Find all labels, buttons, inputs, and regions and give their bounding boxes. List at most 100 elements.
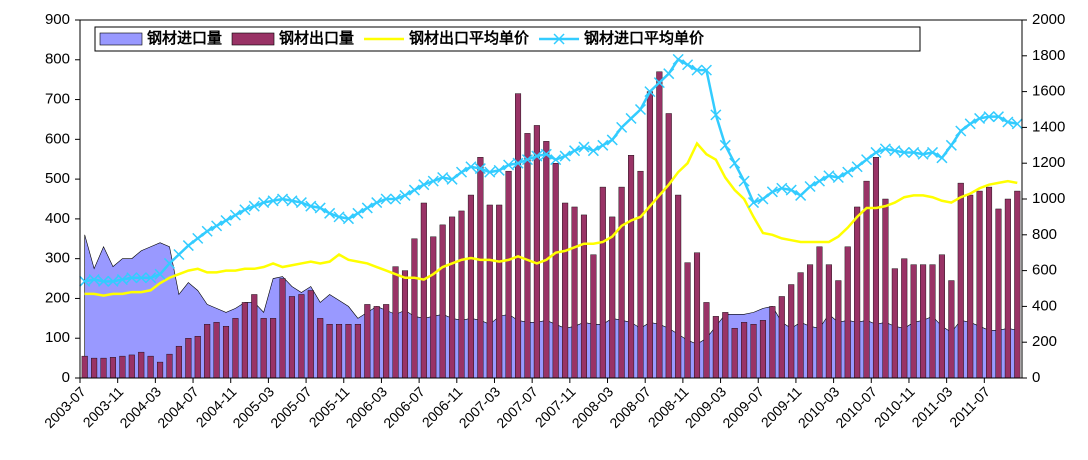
marker [550, 154, 562, 166]
x-tick-label: 2010-07 [832, 383, 880, 431]
marker [352, 207, 364, 219]
bar [157, 361, 164, 379]
marker [983, 111, 995, 123]
bar [901, 258, 908, 379]
bar [392, 266, 399, 379]
bar [270, 318, 277, 379]
bar [147, 355, 154, 379]
marker [682, 59, 694, 71]
bar [496, 204, 503, 379]
marker [408, 184, 420, 196]
marker [493, 164, 505, 176]
y-tick-label: 200 [45, 289, 70, 306]
line [84, 57, 1018, 283]
marker [79, 275, 91, 287]
marker [295, 197, 307, 209]
bar [929, 264, 936, 379]
legend-swatch [99, 32, 143, 46]
bar [816, 246, 823, 379]
y2-tick-label: 400 [1032, 297, 1057, 314]
marker [380, 193, 392, 205]
bar [138, 351, 145, 379]
bar [948, 280, 955, 379]
bar [684, 262, 691, 379]
marker [776, 182, 788, 194]
bar [976, 190, 983, 379]
marker [578, 141, 590, 153]
bar [307, 290, 314, 379]
marker [276, 193, 289, 205]
marker [955, 125, 967, 137]
bar [279, 278, 286, 379]
bar [797, 272, 804, 379]
x-tick-label: 2010-11 [871, 383, 918, 430]
marker [606, 134, 618, 146]
bar [986, 186, 993, 379]
marker [192, 232, 204, 244]
bar [844, 246, 851, 379]
bar [703, 302, 710, 379]
marker [211, 220, 223, 232]
x-tick-label: 2004-07 [154, 383, 202, 431]
bar [222, 326, 230, 379]
marker [371, 197, 383, 209]
bar [194, 336, 201, 379]
bar [957, 182, 964, 379]
marker [314, 202, 326, 214]
marker [540, 148, 552, 160]
marker [98, 275, 110, 287]
bar [533, 125, 540, 379]
marker [587, 145, 599, 157]
marker [597, 139, 609, 151]
y-tick-label: 600 [45, 130, 70, 147]
marker [917, 148, 929, 160]
marker [474, 163, 486, 175]
bar [128, 354, 135, 379]
y-tick-label: 400 [45, 210, 70, 227]
bar [204, 324, 211, 379]
marker [898, 146, 910, 158]
marker [908, 146, 920, 158]
marker [823, 170, 835, 182]
marker [691, 64, 703, 76]
marker [644, 86, 656, 98]
marker [889, 145, 901, 157]
marker [861, 154, 873, 166]
marker [465, 161, 477, 173]
marker [173, 248, 185, 261]
marker [926, 146, 939, 158]
y2-tick-label: 800 [1032, 226, 1057, 243]
legend: 钢材进口量 钢材出口量 钢材出口平均单价 钢材进口平均单价 [94, 26, 921, 52]
bar [665, 113, 672, 379]
bar [920, 264, 927, 379]
marker [201, 225, 213, 237]
bar [618, 186, 625, 379]
marker [738, 175, 750, 187]
legend-label: 钢材出口量 [279, 29, 354, 47]
marker [503, 159, 515, 171]
marker [870, 146, 882, 158]
marker [390, 193, 402, 205]
bar [590, 254, 597, 379]
bar [731, 328, 738, 379]
marker [427, 175, 439, 187]
x-tick-label: 2011-07 [946, 383, 993, 430]
legend-marker [553, 33, 565, 45]
marker [795, 189, 807, 201]
marker [1002, 116, 1014, 128]
y2-tick-label: 1800 [1032, 47, 1065, 64]
marker [747, 197, 760, 209]
marker [851, 161, 863, 173]
bar [81, 355, 88, 379]
bar [562, 202, 569, 379]
bar [420, 202, 427, 379]
y2-tick-label: 1400 [1032, 118, 1065, 135]
bar [354, 324, 361, 379]
x-tick-label: 2005-07 [267, 383, 315, 431]
bar [656, 71, 663, 379]
marker [964, 118, 976, 130]
marker [399, 189, 411, 201]
y2-tick-label: 1200 [1032, 154, 1065, 171]
bar [872, 157, 880, 379]
marker [145, 272, 157, 284]
